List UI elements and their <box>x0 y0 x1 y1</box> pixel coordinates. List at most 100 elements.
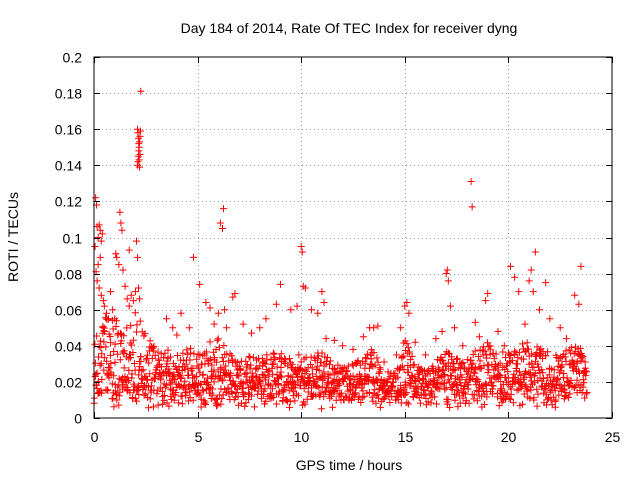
data-point <box>408 352 416 360</box>
data-point <box>155 357 163 365</box>
data-point <box>141 330 149 338</box>
data-point <box>391 372 399 380</box>
data-point <box>403 399 411 407</box>
data-point <box>577 262 585 270</box>
data-point <box>318 383 326 391</box>
data-point <box>508 356 516 364</box>
data-point <box>324 383 332 391</box>
data-point <box>309 377 317 385</box>
data-point <box>330 364 338 372</box>
data-point <box>132 237 140 245</box>
data-point <box>579 383 587 391</box>
data-point <box>415 370 423 378</box>
data-point <box>423 370 431 378</box>
data-point <box>185 324 193 332</box>
data-point <box>511 379 519 387</box>
data-point <box>315 366 323 374</box>
data-point <box>112 323 120 331</box>
data-point <box>403 340 411 348</box>
data-point <box>483 354 491 362</box>
data-point <box>169 359 177 367</box>
data-point <box>262 376 270 384</box>
data-point <box>401 390 409 398</box>
data-point <box>571 291 579 299</box>
data-point <box>507 351 515 359</box>
data-point <box>301 284 309 292</box>
data-point <box>454 403 462 411</box>
data-point <box>326 361 334 369</box>
data-point <box>559 385 567 393</box>
data-point <box>417 399 425 407</box>
data-point <box>418 383 426 391</box>
data-point <box>263 356 271 364</box>
data-point <box>474 376 482 384</box>
data-point <box>165 365 173 373</box>
data-point <box>111 358 119 366</box>
data-point <box>114 383 122 391</box>
data-point <box>279 388 287 396</box>
data-point <box>115 261 123 269</box>
data-point <box>232 389 240 397</box>
data-point <box>480 362 488 370</box>
data-point <box>397 364 405 372</box>
data-point <box>165 402 173 410</box>
data-point <box>177 374 185 382</box>
data-point <box>286 398 294 406</box>
data-point <box>352 360 360 368</box>
data-point <box>494 327 502 335</box>
data-point <box>309 370 317 378</box>
data-point <box>117 219 125 227</box>
data-point <box>527 266 535 274</box>
data-point <box>400 366 408 374</box>
data-point <box>96 226 104 234</box>
data-point <box>197 403 205 411</box>
data-point <box>368 393 376 401</box>
data-point <box>297 243 305 251</box>
data-point <box>461 390 469 398</box>
data-point <box>519 340 527 348</box>
data-point <box>94 261 102 269</box>
data-point <box>544 348 552 356</box>
data-point <box>363 350 371 358</box>
data-point <box>285 380 293 388</box>
data-point <box>470 391 478 399</box>
data-point <box>451 366 459 374</box>
data-point <box>239 320 247 328</box>
data-point <box>272 300 280 308</box>
data-point <box>420 376 428 384</box>
data-point <box>146 370 154 378</box>
data-point <box>154 401 162 409</box>
data-point <box>208 361 216 369</box>
y-tick-label: 0 <box>74 411 82 427</box>
data-point <box>369 397 377 405</box>
data-point <box>103 357 111 365</box>
data-point <box>196 280 204 288</box>
data-point <box>351 390 359 398</box>
data-point <box>107 368 115 376</box>
data-point <box>206 355 214 363</box>
data-point <box>386 399 394 407</box>
data-point <box>571 383 579 391</box>
data-point <box>197 380 205 388</box>
data-point <box>117 337 125 345</box>
data-point <box>254 365 262 373</box>
data-point <box>100 338 108 346</box>
data-point <box>582 372 590 380</box>
data-point <box>388 393 396 401</box>
data-point <box>425 381 433 389</box>
data-point <box>448 353 456 361</box>
data-point <box>349 345 357 353</box>
data-point <box>481 347 489 355</box>
data-point <box>140 381 148 389</box>
data-point <box>106 333 114 341</box>
data-point <box>518 400 526 408</box>
x-tick-label: 10 <box>294 429 310 445</box>
data-point <box>357 398 365 406</box>
data-point <box>116 208 124 216</box>
data-point <box>370 349 378 357</box>
data-point <box>336 380 344 388</box>
data-point <box>95 221 103 229</box>
data-point <box>348 360 356 368</box>
data-point <box>133 321 141 329</box>
data-point <box>527 377 535 385</box>
